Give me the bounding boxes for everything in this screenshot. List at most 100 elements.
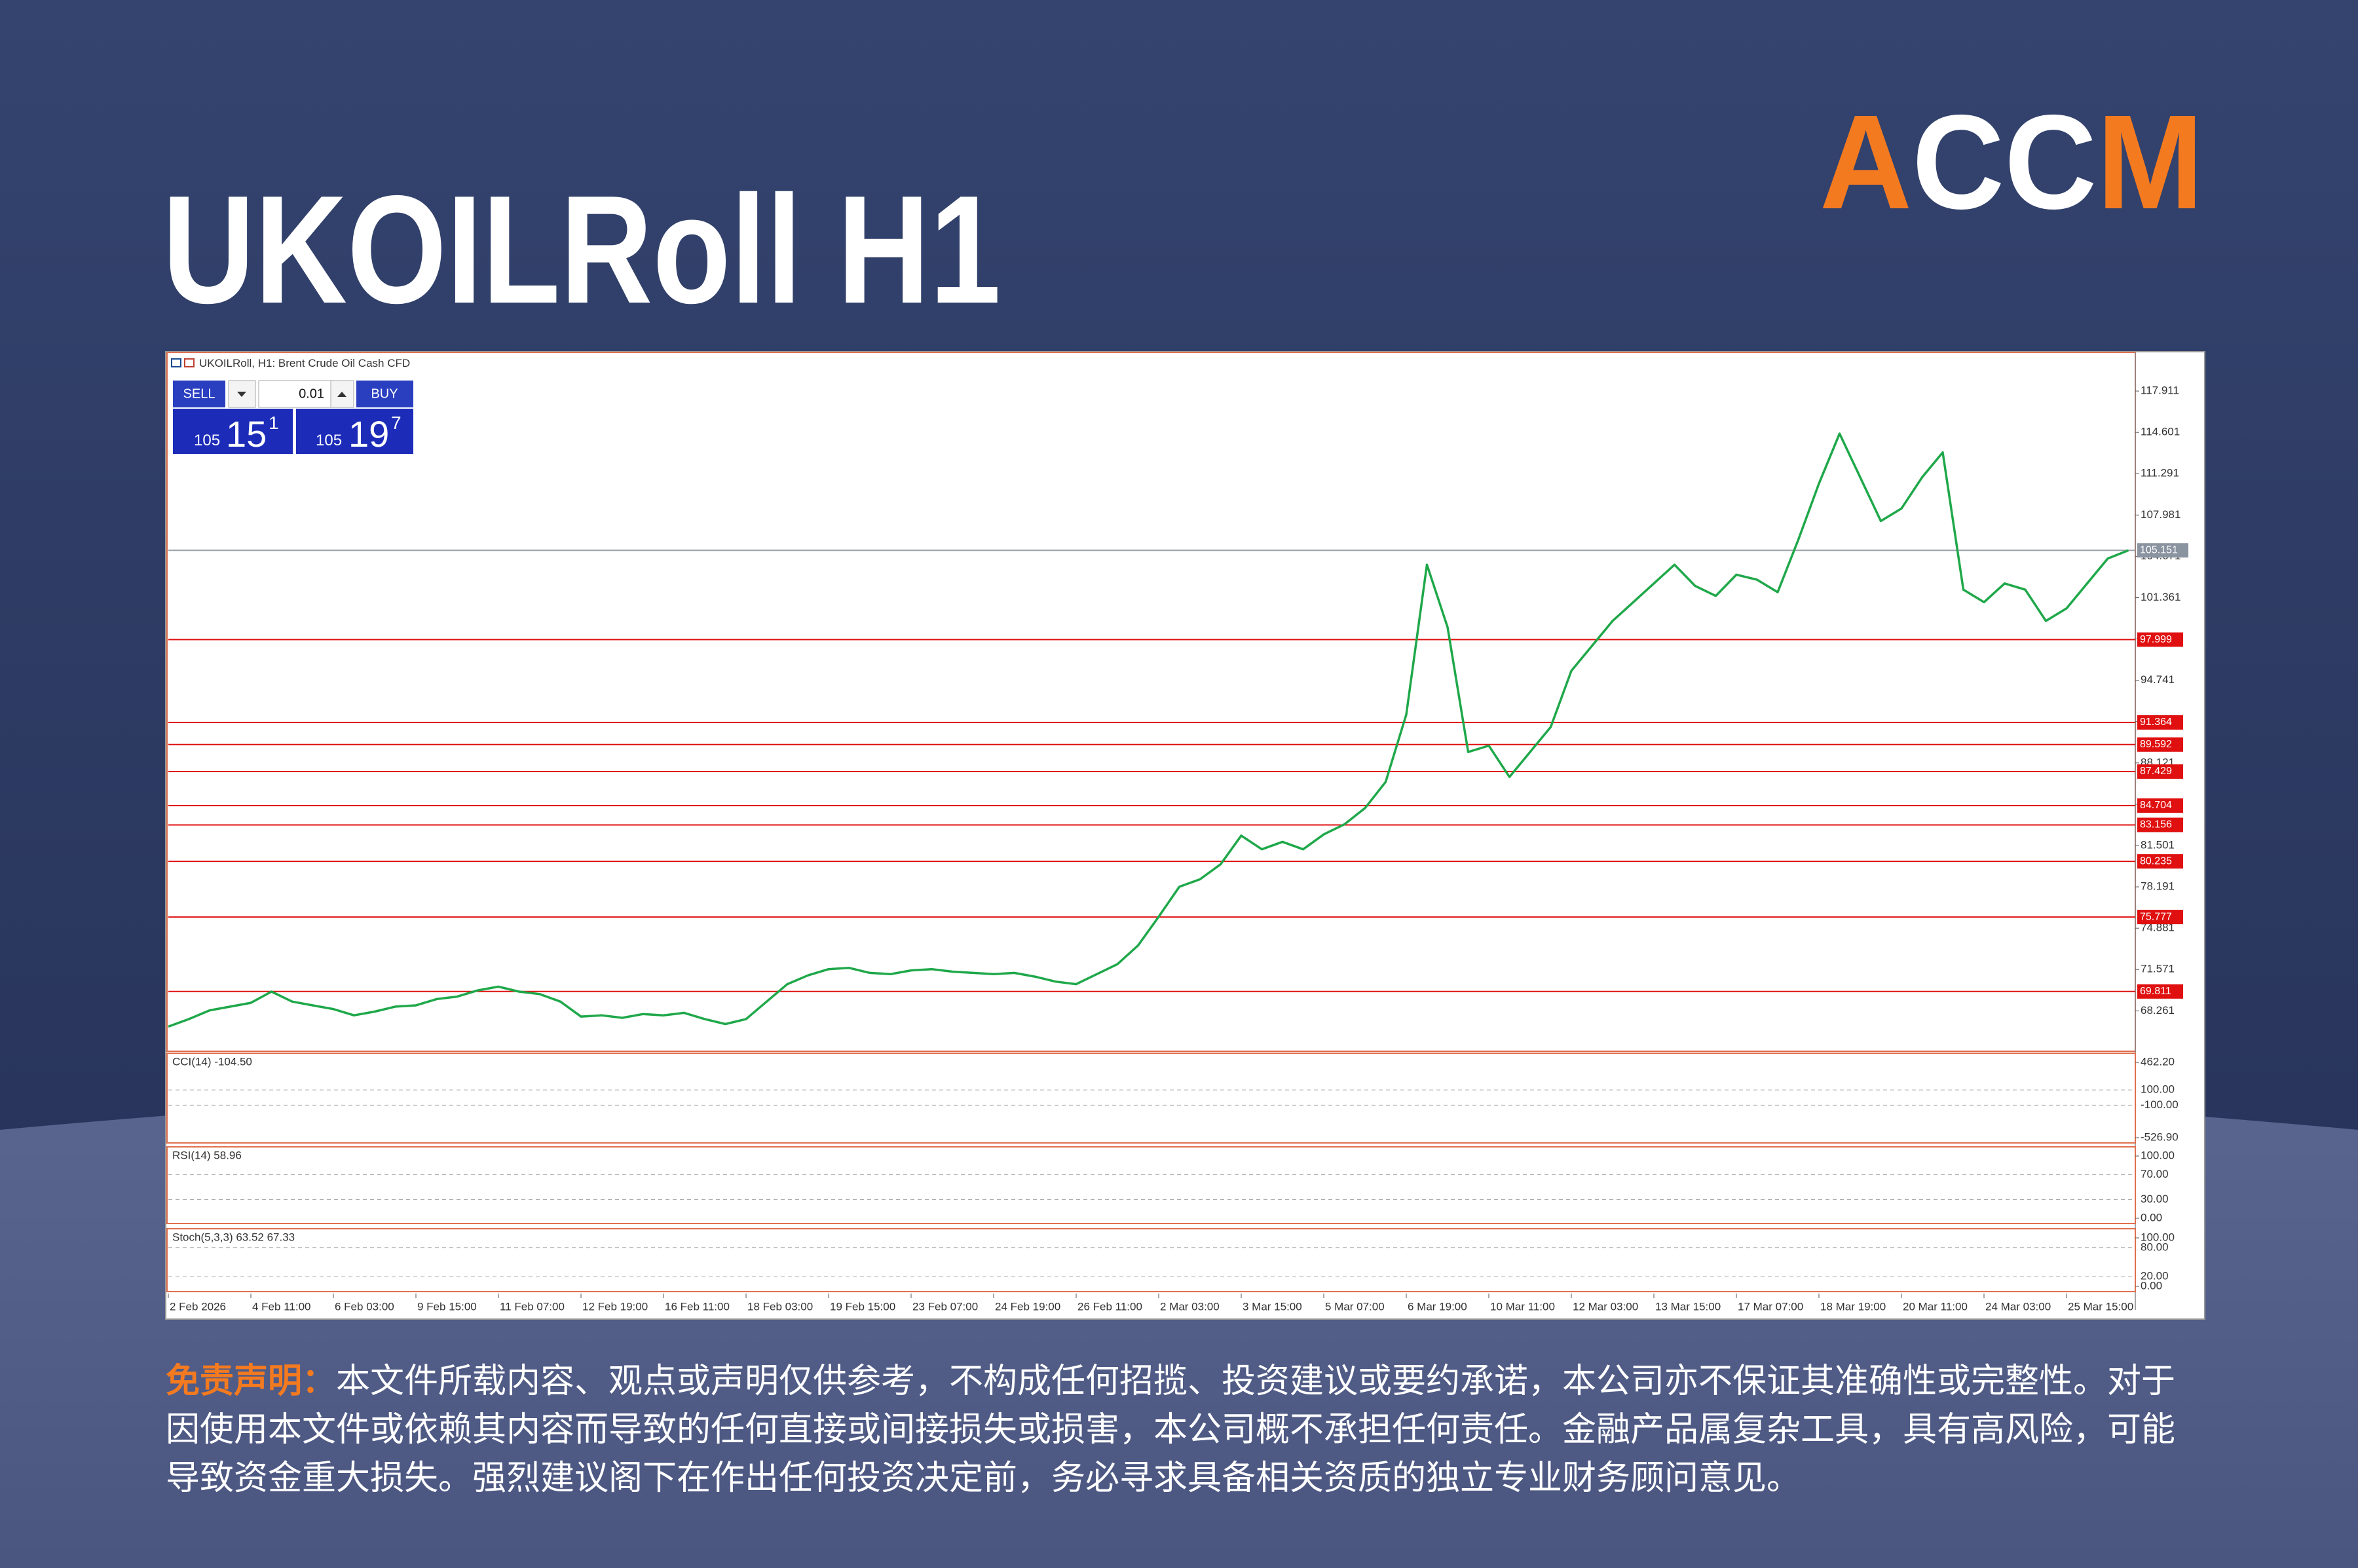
logo: ACCM [1820,87,2203,237]
x-tick-label: 23 Feb 07:00 [912,1300,978,1313]
x-tick-label: 16 Feb 11:00 [665,1300,730,1313]
x-tick-label: 2 Mar 03:00 [1160,1300,1220,1313]
y-tick-label: 114.601 [2141,426,2180,438]
x-tick-label: 18 Mar 19:00 [1820,1300,1886,1313]
x-tick-label: 3 Mar 15:00 [1243,1300,1302,1313]
level-tag [2137,910,2183,925]
chart-frame [165,351,2205,1320]
level-tag [2137,764,2183,779]
level-label: 80.235 [2140,855,2172,867]
sell-label: SELL [183,386,215,401]
indicator-frame [166,1228,2136,1292]
y-tick-label: -526.90 [2141,1130,2179,1143]
level-tag [2137,798,2183,813]
indicator-label: RSI(14) 58.96 [172,1149,242,1161]
y-tick-label: 30.00 [2141,1193,2169,1205]
level-label: 75.777 [2140,911,2172,922]
indicator-label: Stoch(5,3,3) 63.52 67.33 [172,1231,295,1243]
disclaimer-text: 本文件所载内容、观点或声明仅供参考，不构成任何招揽、投资建议或要约承诺，本公司亦… [166,1362,2176,1498]
y-tick-label: -100.00 [2141,1098,2179,1111]
y-tick-label: 20.00 [2141,1270,2169,1282]
level-label: 97.999 [2140,634,2172,645]
y-tick-label: 70.00 [2141,1168,2169,1180]
level-tag [2137,632,2183,647]
x-tick-label: 13 Mar 15:00 [1655,1300,1721,1313]
level-tag [2137,984,2183,999]
y-tick-label: 81.501 [2141,838,2175,851]
x-tick-label: 6 Feb 03:00 [335,1300,394,1313]
level-tag [2137,715,2183,730]
y-tick-label: 71.571 [2141,963,2175,975]
logo-part: CC [1912,87,2097,237]
last-price-label: 105.151 [2140,544,2178,555]
level-label: 87.429 [2140,766,2172,777]
x-tick-label: 5 Mar 07:00 [1325,1300,1385,1313]
dropdown-arrow [237,392,246,397]
logo-part: M [2097,87,2203,237]
x-tick-label: 20 Mar 11:00 [1903,1300,1968,1313]
lot-value: 0.01 [299,386,324,401]
x-tick-label: 12 Feb 19:00 [582,1300,648,1313]
y-tick-label: 462.20 [2141,1055,2175,1068]
sell-price-box[interactable] [173,409,293,454]
price-line [168,432,2129,1028]
x-tick-label: 24 Mar 03:00 [1985,1300,2051,1313]
x-tick-label: 4 Feb 11:00 [252,1300,310,1313]
level-label: 83.156 [2140,819,2172,831]
icon [171,358,181,367]
x-tick-label: 2 Feb 2026 [170,1300,226,1313]
x-tick-label: 25 Mar 15:00 [2068,1300,2133,1313]
x-tick-label: 11 Feb 07:00 [500,1300,565,1313]
y-tick-label: 74.881 [2141,922,2175,934]
sell-button[interactable] [173,381,225,407]
y-tick-label: 80.00 [2141,1241,2169,1253]
x-tick-label: 26 Feb 11:00 [1077,1300,1142,1313]
level-label: 69.811 [2140,986,2171,997]
x-tick-label: 12 Mar 03:00 [1573,1300,1638,1313]
y-tick-label: 101.361 [2141,591,2180,603]
buy-price-main: 19 [348,413,389,455]
level-tag [2137,737,2183,752]
x-tick-label: 10 Mar 11:00 [1490,1300,1555,1313]
sell-price-pip: 1 [269,413,279,433]
y-tick-label: 100.00 [2141,1231,2175,1243]
x-tick-label: 19 Feb 15:00 [830,1300,895,1313]
disclaimer: 免责声明：本文件所载内容、观点或声明仅供参考，不构成任何招揽、投资建议或要约承诺… [166,1357,2203,1503]
buy-price-box[interactable] [296,409,413,454]
logo-part: A [1820,87,1912,237]
y-tick-label: 107.981 [2141,508,2180,521]
indicator-frame [166,1146,2136,1224]
level-label: 91.364 [2140,717,2172,728]
level-label: 89.592 [2140,739,2172,750]
y-tick-label: 100.00 [2141,1149,2175,1161]
y-tick-label: 94.741 [2141,673,2175,686]
y-tick-label: 68.261 [2141,1004,2175,1017]
y-tick-label: 0.00 [2141,1211,2162,1223]
lot-field[interactable] [258,380,331,408]
x-tick-label: 9 Feb 15:00 [417,1300,477,1313]
y-tick-label: 100.00 [2141,1083,2175,1096]
y-tick-label: 117.911 [2141,384,2179,397]
buy-price-big: 105 [316,432,342,449]
sell-price-main: 15 [226,413,267,455]
last-price-tag [2137,543,2188,558]
x-tick-label: 24 Feb 19:00 [995,1300,1060,1313]
icon [184,358,195,367]
buy-label: BUY [371,386,398,401]
sell-price-big: 105 [194,432,220,449]
indicator-label: CCI(14) -104.50 [172,1055,252,1068]
y-tick-label: 78.191 [2141,880,2175,893]
x-tick-label: 6 Mar 19:00 [1408,1300,1467,1313]
level-tag [2137,817,2183,832]
disclaimer-label: 免责声明： [166,1362,337,1401]
chart-title: UKOILRoll, H1: Brent Crude Oil Cash CFD [199,357,410,369]
page-title: UKOILRoll H1 [162,163,1001,335]
y-tick-label: 111.291 [2141,467,2179,479]
level-tag [2137,854,2183,869]
buy-button[interactable] [356,381,413,407]
level-label: 84.704 [2140,800,2172,811]
buy-price-pip: 7 [391,413,402,433]
indicator-frame [166,1053,2136,1144]
